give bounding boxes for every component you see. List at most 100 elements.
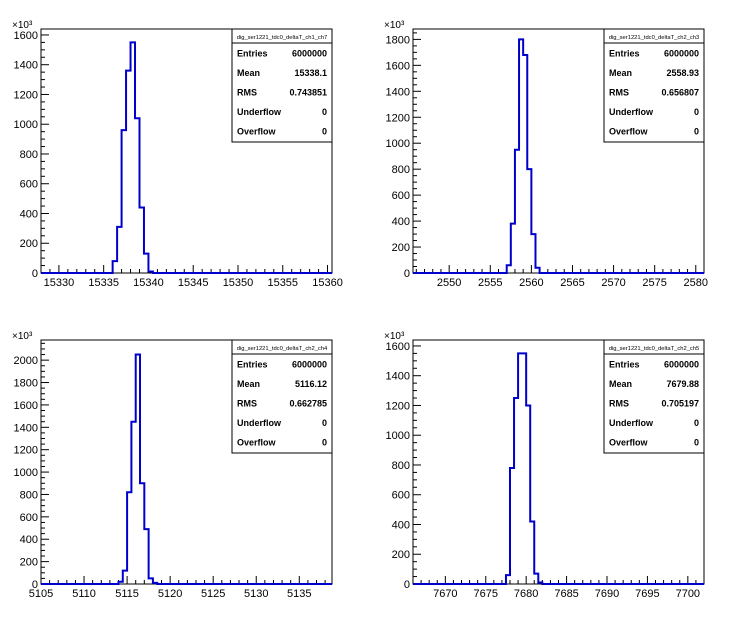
- stats-value: 0: [694, 418, 699, 428]
- x-tick-label: 5110: [72, 588, 96, 600]
- y-tick-label: 1400: [14, 422, 38, 434]
- stats-value: 6000000: [292, 49, 327, 59]
- x-tick-label: 15360: [312, 277, 343, 289]
- x-tick-label: 15345: [178, 277, 209, 289]
- x-tick-label: 15335: [88, 277, 119, 289]
- stats-value: 0: [322, 437, 327, 447]
- x-tick-label: 2550: [437, 277, 461, 289]
- y-exponent-label: ×10³: [384, 20, 405, 31]
- stats-box: dig_ser1221_tdc0_deltaT_ch2_ch3 Entries 60…: [603, 28, 705, 143]
- y-tick-label: 1600: [386, 341, 410, 353]
- stats-box-frame: [231, 339, 333, 454]
- stats-value: 0: [322, 107, 327, 117]
- histogram-line: [413, 352, 704, 585]
- x-tick-label: 5105: [29, 588, 53, 600]
- y-tick-label: 400: [20, 208, 38, 220]
- x-tick-label: 5130: [244, 588, 268, 600]
- stats-label: Overflow: [609, 437, 649, 447]
- stats-label: Entries: [609, 49, 640, 59]
- y-exponent-label: ×10³: [12, 20, 33, 31]
- stats-value: 0.656807: [661, 88, 699, 98]
- stats-label: RMS: [237, 88, 257, 98]
- y-tick-label: 800: [392, 460, 410, 472]
- x-tick-label: 7675: [474, 588, 498, 600]
- y-tick-label: 0: [404, 268, 410, 280]
- stats-value: 5116.12: [295, 379, 327, 389]
- y-tick-label: 600: [392, 490, 410, 502]
- x-tick-label: 7680: [514, 588, 538, 600]
- y-tick-label: 600: [20, 179, 38, 191]
- x-tick-label: 7690: [595, 588, 619, 600]
- stats-label: Underflow: [609, 418, 654, 428]
- stats-label: RMS: [609, 88, 629, 98]
- histogram-line: [41, 353, 332, 585]
- y-tick-label: 1400: [386, 371, 410, 383]
- stats-box: dig_ser1221_tdc0_deltaT_ch2_ch5 Entries 60…: [603, 339, 705, 454]
- y-tick-label: 1600: [386, 60, 410, 72]
- stats-label: Entries: [237, 49, 268, 59]
- stats-value: 0: [694, 107, 699, 117]
- histogram-pad-2: 2550 2555 2560 2565 2570 2575 2580 0 200 400 600 80…: [384, 20, 708, 289]
- stats-value: 6000000: [664, 49, 699, 59]
- x-tick-label: 5120: [158, 588, 182, 600]
- stats-title: dig_ser1221_tdc0_deltaT_ch2_ch4: [237, 346, 328, 352]
- x-tick-label: 15355: [267, 277, 298, 289]
- x-tick-label: 7700: [676, 588, 700, 600]
- x-tick-label: 5115: [115, 588, 139, 600]
- y-tick-label: 1200: [386, 400, 410, 412]
- stats-value: 0.705197: [661, 399, 699, 409]
- x-tick-label: 5125: [201, 588, 225, 600]
- y-tick-label: 400: [392, 216, 410, 228]
- y-tick-label: 2000: [14, 355, 38, 367]
- x-tick-label: 2565: [560, 277, 584, 289]
- y-tick-label: 0: [32, 579, 38, 591]
- histogram-pad-1: 15330 15335 15340 15345 15350 15355 15360 0 200 4…: [12, 20, 343, 289]
- y-tick-label: 1800: [14, 378, 38, 390]
- stats-box-frame: [603, 28, 705, 143]
- y-tick-label: 1400: [386, 86, 410, 98]
- y-tick-label: 600: [392, 190, 410, 202]
- y-tick-label: 1200: [14, 89, 38, 101]
- y-tick-label: 1200: [14, 445, 38, 457]
- x-tick-label: 2555: [478, 277, 502, 289]
- y-tick-label: 800: [20, 489, 38, 501]
- x-tick-label: 7695: [635, 588, 659, 600]
- y-tick-label: 0: [404, 579, 410, 591]
- stats-label: Underflow: [609, 107, 654, 117]
- stats-title: dig_ser1221_tdc0_deltaT_ch2_ch3: [609, 35, 700, 41]
- stats-title: dig_ser1221_tdc0_deltaT_ch1_ch7: [237, 35, 328, 41]
- stats-value: 0: [322, 418, 327, 428]
- stats-box: dig_ser1221_tdc0_deltaT_ch2_ch4 Entries 60…: [231, 339, 333, 454]
- y-tick-label: 1400: [14, 60, 38, 72]
- x-tick-label: 2570: [601, 277, 625, 289]
- stats-value: 0.662785: [289, 399, 327, 409]
- stats-label: Mean: [237, 379, 260, 389]
- y-tick-label: 1200: [386, 112, 410, 124]
- stats-label: RMS: [609, 399, 629, 409]
- y-tick-label: 1000: [14, 119, 38, 131]
- y-tick-label: 200: [392, 242, 410, 254]
- stats-label: Entries: [237, 360, 268, 370]
- x-tick-label: 7685: [554, 588, 578, 600]
- y-tick-label: 200: [392, 549, 410, 561]
- y-tick-label: 400: [20, 534, 38, 546]
- stats-label: Underflow: [237, 107, 282, 117]
- stats-value: 0: [322, 126, 327, 136]
- stats-title: dig_ser1221_tdc0_deltaT_ch2_ch5: [609, 346, 700, 352]
- histogram-line: [413, 38, 704, 274]
- stats-value: 0: [694, 437, 699, 447]
- stats-label: Entries: [609, 360, 640, 370]
- stats-value: 0.743851: [289, 88, 327, 98]
- stats-label: RMS: [237, 399, 257, 409]
- stats-label: Mean: [609, 379, 632, 389]
- x-tick-label: 15340: [133, 277, 164, 289]
- x-tick-label: 15330: [44, 277, 75, 289]
- y-tick-label: 1600: [14, 400, 38, 412]
- y-tick-label: 1800: [386, 34, 410, 46]
- stats-value: 15338.1: [294, 68, 327, 78]
- y-tick-label: 1000: [386, 138, 410, 150]
- y-exponent-label: ×10³: [384, 331, 405, 342]
- x-tick-label: 2560: [519, 277, 543, 289]
- y-tick-label: 1600: [14, 30, 38, 42]
